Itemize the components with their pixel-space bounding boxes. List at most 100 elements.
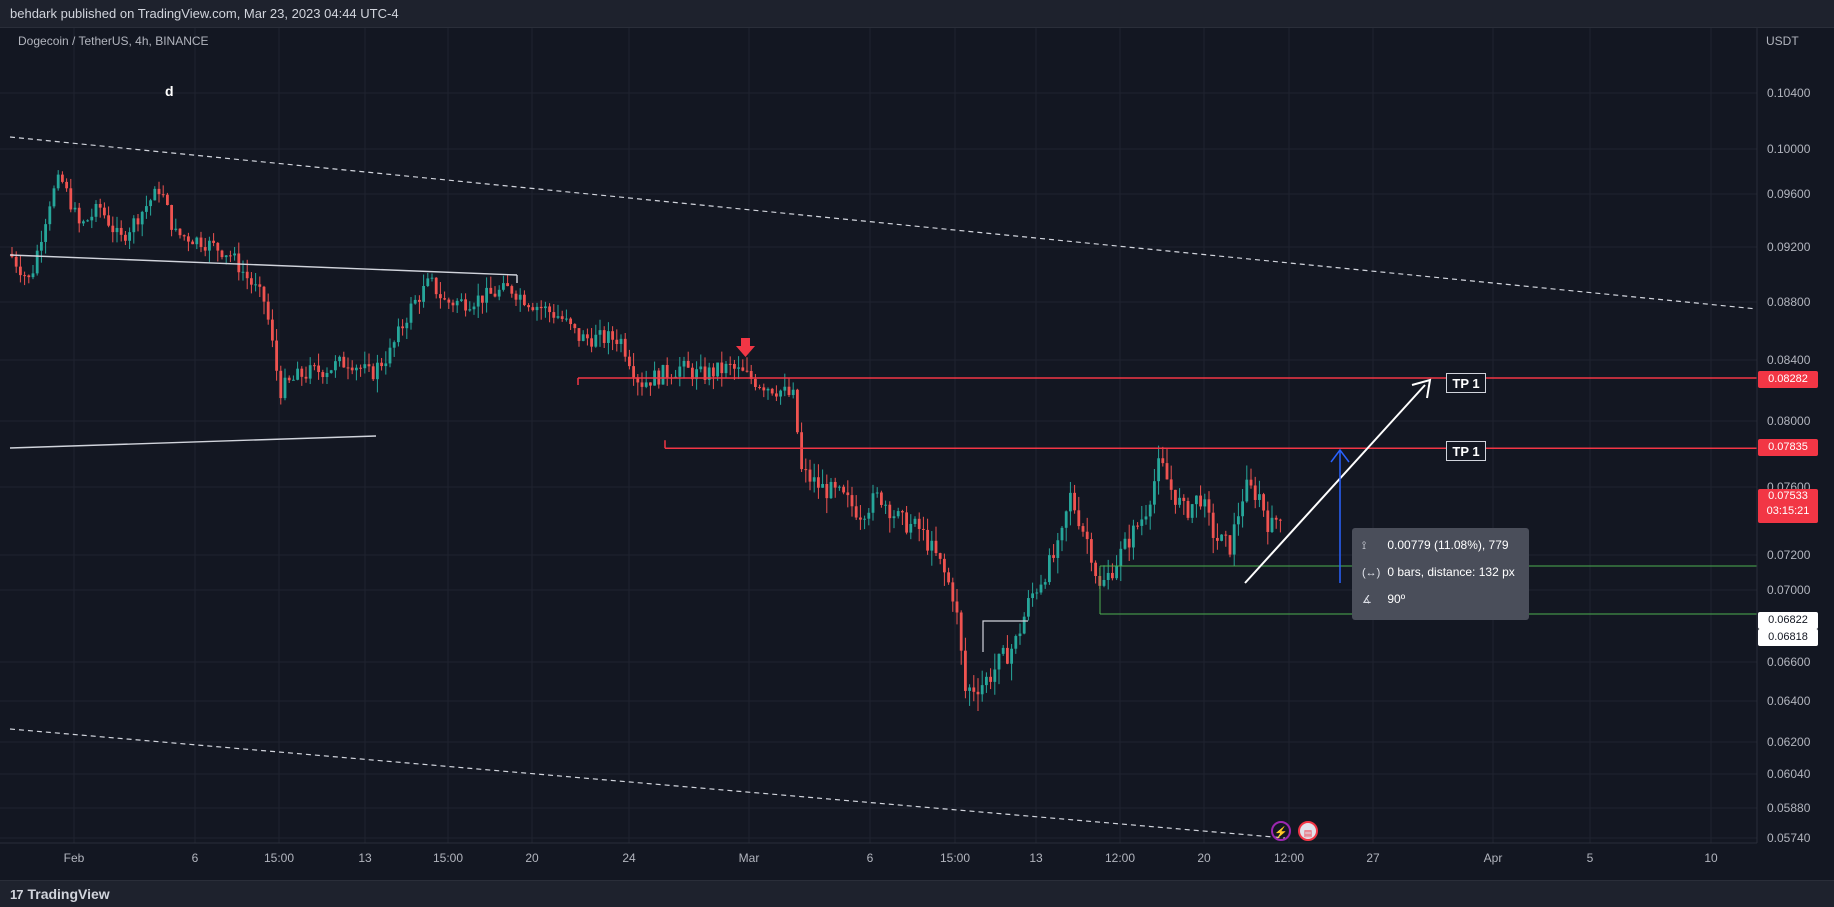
symbol-description[interactable]: Dogecoin / TetherUS, 4h, BINANCE xyxy=(18,34,209,48)
candle xyxy=(292,375,295,381)
candle-body xyxy=(594,334,598,347)
candle xyxy=(115,216,119,243)
candle xyxy=(69,178,73,213)
candle-body xyxy=(691,367,694,380)
candle xyxy=(523,290,526,307)
tradingview-logo[interactable]: 17 TradingView xyxy=(10,886,110,902)
bars-distance-icon: (↔) xyxy=(1362,567,1381,579)
candle xyxy=(1039,574,1043,595)
candle xyxy=(321,369,325,384)
candle xyxy=(1014,634,1018,654)
candle-body xyxy=(149,200,152,207)
candle-body xyxy=(31,273,35,278)
candle xyxy=(1035,588,1039,600)
candle xyxy=(833,477,837,498)
candle xyxy=(86,219,89,222)
candle-body xyxy=(548,306,551,313)
candle xyxy=(917,512,921,542)
candle-body xyxy=(86,220,89,222)
candle xyxy=(199,231,203,253)
candle xyxy=(1274,515,1278,529)
candle-body xyxy=(136,218,140,225)
candle-body xyxy=(497,289,501,297)
candle xyxy=(649,382,652,396)
candle xyxy=(825,474,829,514)
candle xyxy=(107,206,110,228)
candle-body xyxy=(787,386,791,396)
candle-body xyxy=(632,366,635,378)
candle-body xyxy=(254,284,257,286)
candle-body xyxy=(544,306,547,309)
time-tick-label: 10 xyxy=(1704,851,1718,865)
candle-body xyxy=(1178,497,1181,505)
candle xyxy=(909,514,913,540)
sell-signal-arrow-icon xyxy=(736,338,755,357)
price-tag-last-price: 0.07533 03:15:21 xyxy=(1758,489,1818,523)
lightning-event-icon[interactable]: ⚡ xyxy=(1271,821,1291,841)
candle-body xyxy=(203,247,207,251)
candle-body xyxy=(1031,593,1034,599)
candle xyxy=(863,515,866,530)
candle xyxy=(363,351,367,374)
candle xyxy=(1018,623,1022,645)
candle xyxy=(1258,480,1261,508)
candle-body xyxy=(1237,516,1240,525)
candle xyxy=(573,323,577,334)
candle-body xyxy=(153,188,157,201)
chart-canvas[interactable]: 0.10400 0.10000 0.09600 0.09200 0.08800 0.084… xyxy=(0,28,1834,880)
candle-body xyxy=(392,342,396,348)
candle xyxy=(1232,512,1236,566)
candle xyxy=(1090,532,1093,572)
candle-body xyxy=(859,517,862,520)
candle xyxy=(1241,489,1244,528)
candle-body xyxy=(464,299,467,311)
candle-body xyxy=(380,362,383,367)
candle xyxy=(703,357,707,384)
chart-area[interactable]: 0.10400 0.10000 0.09600 0.09200 0.08800 0.084… xyxy=(0,28,1834,880)
candle xyxy=(1052,544,1055,563)
candle xyxy=(136,214,140,232)
candle-body xyxy=(964,650,967,691)
candle-body xyxy=(867,512,871,519)
us-flag-event-icon[interactable]: ▤ xyxy=(1298,821,1318,841)
candle-body xyxy=(1249,479,1253,486)
candle xyxy=(934,526,938,556)
candle-body xyxy=(1085,531,1089,540)
measure-arrow-head xyxy=(1330,448,1350,463)
price-tick-label: 0.09600 xyxy=(1767,187,1811,201)
candle xyxy=(720,351,724,387)
time-tick-label: 13 xyxy=(358,851,372,865)
candle xyxy=(460,293,463,303)
candle-body xyxy=(48,206,52,225)
candle xyxy=(485,277,488,313)
candle-body xyxy=(128,232,131,241)
candle xyxy=(972,675,976,702)
candle-body xyxy=(115,227,119,233)
candle-body xyxy=(817,477,820,488)
candle-body xyxy=(1060,527,1064,541)
candle xyxy=(418,295,421,314)
candle-body xyxy=(766,388,770,391)
candle xyxy=(712,363,715,390)
measure-price-row: ⟟ 0.00779 (11.08%), 779 xyxy=(1362,537,1509,553)
candle xyxy=(733,359,736,380)
candle xyxy=(1073,484,1076,514)
time-tick-label: 27 xyxy=(1366,851,1380,865)
candle xyxy=(770,387,774,396)
candle-body xyxy=(409,303,413,323)
candle xyxy=(678,357,682,387)
candle xyxy=(279,365,283,405)
candle-body xyxy=(598,330,602,335)
candle-body xyxy=(930,540,934,551)
candle xyxy=(1060,526,1064,552)
candle-body xyxy=(623,338,627,357)
price-tag-upper-level: 0.08282 xyxy=(1758,371,1818,388)
price-tick-label: 0.10000 xyxy=(1767,142,1811,156)
price-tick-label: 0.06200 xyxy=(1767,735,1811,749)
candle-body xyxy=(1119,548,1123,567)
candle-body xyxy=(199,237,203,248)
candle-body xyxy=(510,286,514,294)
candle-body xyxy=(182,235,186,237)
candle xyxy=(10,246,14,259)
candle-body xyxy=(52,188,56,207)
